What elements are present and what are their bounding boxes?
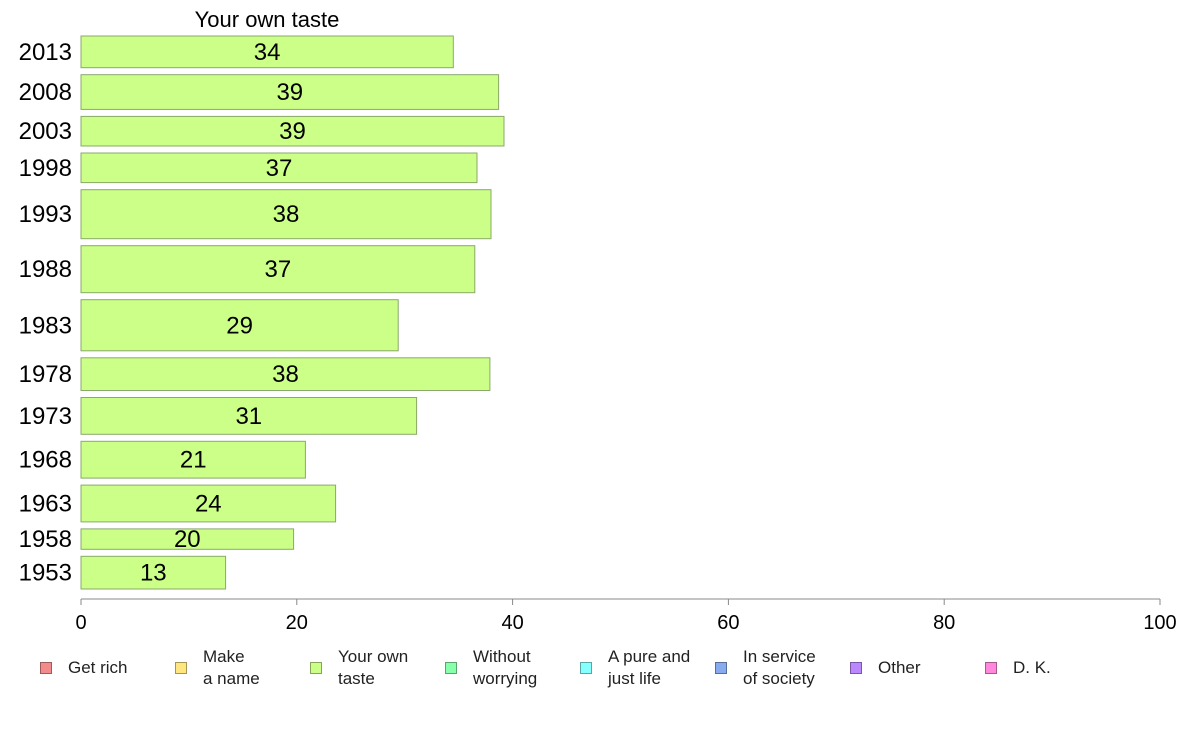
category-label-1968: 1968 — [19, 447, 72, 474]
bar-1958 — [80, 528, 295, 550]
category-label-1953: 1953 — [19, 560, 72, 587]
bar-1963 — [80, 484, 337, 523]
category-label-2003: 2003 — [19, 118, 72, 145]
legend-item: Without worrying — [445, 646, 537, 690]
category-label-1983: 1983 — [19, 312, 72, 339]
data-label-1958: 20 — [174, 526, 201, 553]
legend-item: Other — [850, 646, 921, 690]
legend-label: A pure and just life — [608, 647, 691, 688]
legend-label: D. K. — [1013, 658, 1051, 677]
data-label-1988: 37 — [265, 256, 292, 283]
legend-label: Other — [878, 658, 921, 677]
bar-1953 — [80, 555, 227, 590]
data-label-1968: 21 — [180, 447, 207, 474]
bar-chart: Your own taste34201339200839200337199838… — [19, 7, 1177, 634]
bar-2013 — [80, 35, 454, 69]
legend-swatch — [715, 662, 727, 674]
category-label-2008: 2008 — [19, 79, 72, 106]
legend-swatch — [175, 662, 187, 674]
bar-1973 — [80, 397, 418, 435]
legend-label: Without worrying — [473, 647, 538, 688]
category-label-1963: 1963 — [19, 491, 72, 518]
x-tick-label-0: 0 — [75, 612, 86, 634]
legend-swatch — [580, 662, 592, 674]
x-tick-label-60: 60 — [717, 612, 739, 634]
legend-item: Your own taste — [310, 646, 408, 690]
x-tick-label-40: 40 — [501, 612, 523, 634]
data-label-2013: 34 — [254, 39, 281, 66]
bar-1998 — [80, 152, 478, 184]
bar-2008 — [80, 74, 500, 110]
category-label-1958: 1958 — [19, 526, 72, 553]
category-label-1988: 1988 — [19, 256, 72, 283]
bar-1988 — [80, 245, 476, 294]
data-label-1983: 29 — [226, 312, 253, 339]
category-label-1978: 1978 — [19, 361, 72, 388]
bar-1968 — [80, 440, 306, 479]
data-label-2008: 39 — [276, 79, 303, 106]
x-tick-label-20: 20 — [286, 612, 308, 634]
legend-swatch — [850, 662, 862, 674]
legend-label: Get rich — [68, 658, 128, 677]
category-label-1973: 1973 — [19, 403, 72, 430]
legend-item: Make a name — [175, 646, 260, 690]
legend-label: Your own taste — [338, 647, 409, 688]
legend: Get rich Make a name Your own taste Without… — [0, 646, 1188, 696]
x-tick-label-80: 80 — [933, 612, 955, 634]
data-label-1973: 31 — [235, 403, 262, 430]
bar-1978 — [80, 357, 491, 391]
bar-1983 — [80, 299, 399, 352]
bar-2003 — [80, 115, 505, 147]
legend-item: Get rich — [40, 646, 128, 690]
data-label-2003: 39 — [279, 118, 306, 145]
legend-item: D. K. — [985, 646, 1051, 690]
legend-item: In service of society — [715, 646, 816, 690]
legend-label: In service of society — [743, 647, 816, 688]
data-label-1978: 38 — [272, 361, 299, 388]
category-label-1998: 1998 — [19, 155, 72, 182]
legend-swatch — [445, 662, 457, 674]
category-label-1993: 1993 — [19, 201, 72, 228]
category-label-2013: 2013 — [19, 39, 72, 66]
legend-item: A pure and just life — [580, 646, 690, 690]
data-label-1953: 13 — [140, 560, 167, 587]
legend-swatch — [40, 662, 52, 674]
data-label-1963: 24 — [195, 491, 222, 518]
x-tick-label-100: 100 — [1143, 612, 1176, 634]
legend-swatch — [310, 662, 322, 674]
chart-title: Your own taste — [195, 7, 340, 32]
data-label-1998: 37 — [266, 155, 293, 182]
bar-1993 — [80, 189, 492, 240]
data-label-1993: 38 — [273, 201, 300, 228]
legend-swatch — [985, 662, 997, 674]
legend-label: Make a name — [203, 647, 260, 688]
